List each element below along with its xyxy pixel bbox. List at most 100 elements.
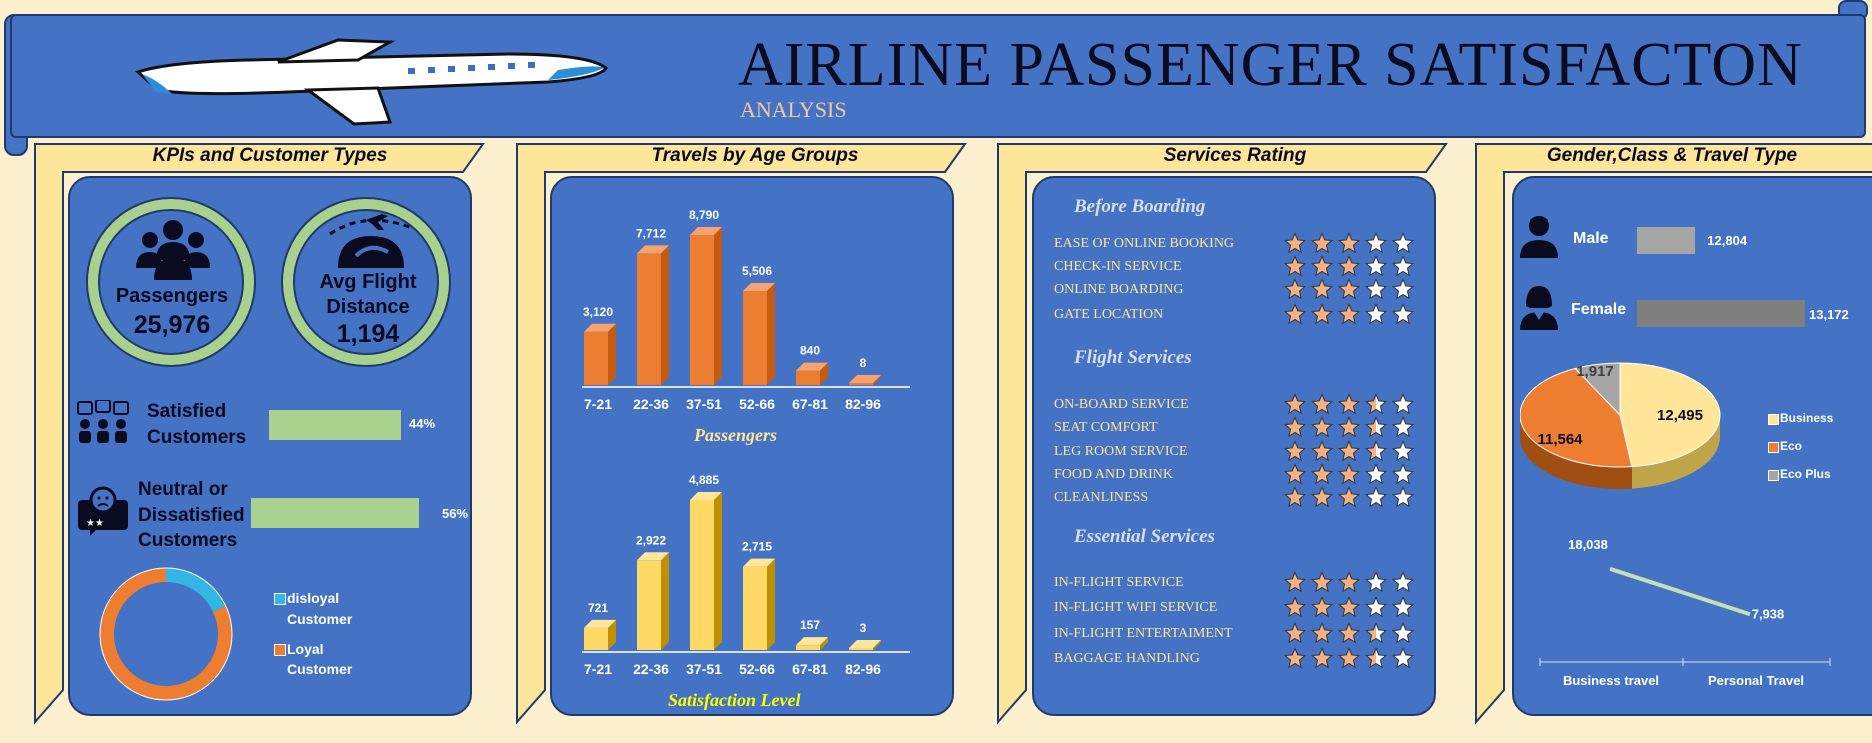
legend-disloyal-line1: disloyal xyxy=(287,590,340,606)
star-rating xyxy=(1284,440,1414,462)
star-rating xyxy=(1284,278,1414,300)
star-icon xyxy=(1392,416,1414,438)
bar-data-label: 721 xyxy=(588,601,608,615)
star-icon xyxy=(1365,278,1387,300)
star-icon xyxy=(1311,440,1333,462)
star-icon xyxy=(1365,232,1387,254)
star-icon xyxy=(1311,622,1333,644)
bar-side xyxy=(820,637,828,650)
tick-label: 82-96 xyxy=(845,661,881,677)
pie-slice-Eco xyxy=(1520,367,1633,468)
service-group-heading: Before Boarding xyxy=(1074,196,1206,217)
bar-side xyxy=(608,619,616,650)
star-icon xyxy=(1338,278,1360,300)
legend-loyal-swatch xyxy=(274,644,286,656)
line-tick-label: Business travel xyxy=(1563,673,1659,688)
customer-type-donut xyxy=(99,567,233,701)
female-icon xyxy=(1520,286,1558,330)
page-subtitle: ANALYSIS xyxy=(740,97,847,122)
bar-52-66 xyxy=(743,291,767,385)
tick-label: 52-66 xyxy=(739,661,775,677)
service-item-label: EASE OF ONLINE BOOKING xyxy=(1054,236,1235,251)
age-panel-title: Travels by Age Groups xyxy=(651,145,859,166)
bar-side xyxy=(767,558,775,650)
distance-label-line2: Distance xyxy=(326,296,410,318)
service-item-label: ONLINE BOARDING xyxy=(1054,282,1184,297)
donut-slice xyxy=(100,568,232,700)
bar-top xyxy=(743,558,775,567)
star-icon xyxy=(1392,463,1414,485)
star-icon xyxy=(1338,647,1360,669)
star-icon xyxy=(1392,571,1414,593)
star-rating xyxy=(1284,486,1414,508)
star-rating xyxy=(1284,416,1414,438)
pie-side-wall xyxy=(1631,415,1720,489)
male-bar xyxy=(1637,227,1696,254)
bar-side xyxy=(714,227,722,385)
line-data-label: 18,038 xyxy=(1568,540,1608,552)
tick-label: 82-96 xyxy=(845,396,881,412)
legend-ecoplus-swatch xyxy=(1768,470,1779,481)
satisfied-bar xyxy=(269,410,401,440)
panel-frame-1 xyxy=(516,143,967,725)
star-icon xyxy=(1284,416,1306,438)
legend-eco: Eco xyxy=(1780,439,1803,453)
star-rating xyxy=(1284,232,1414,254)
distance-kpi-ring xyxy=(281,197,451,367)
bar-37-51 xyxy=(690,500,714,650)
star-icon xyxy=(1392,303,1414,325)
star-icon xyxy=(1338,596,1360,618)
star-icon xyxy=(1284,647,1306,669)
service-item-label: IN-FLIGHT WIFI SERVICE xyxy=(1054,600,1218,615)
male-icon xyxy=(1520,216,1558,258)
star-rating xyxy=(1284,463,1414,485)
pie-data-label: 12,495 xyxy=(1657,407,1703,424)
bar-side xyxy=(820,362,828,385)
legend-loyal-line1: Loyal xyxy=(287,641,324,657)
page-title: AIRLINE PASSENGER SATISFACTON xyxy=(738,31,1803,99)
passengers-value: 25,976 xyxy=(133,311,211,339)
tick-label: 22-36 xyxy=(633,661,669,677)
star-icon xyxy=(1311,596,1333,618)
neutral-label-line3: Customers xyxy=(138,530,238,551)
bar-side xyxy=(608,323,616,385)
pie-slice-Eco Plus xyxy=(1574,362,1621,417)
bar-side xyxy=(661,552,669,650)
bar-top xyxy=(690,227,722,235)
pie-side-wall xyxy=(1520,415,1632,489)
legend-disloyal-line2: Customer xyxy=(287,611,353,627)
service-item-label: IN-FLIGHT SERVICE xyxy=(1054,575,1184,590)
bar-top xyxy=(849,640,881,648)
line-tick-label: Personal Travel xyxy=(1708,673,1804,688)
star-icon xyxy=(1311,486,1333,508)
service-item-label: FOOD AND DRINK xyxy=(1054,467,1174,482)
satisfied-pct: 44% xyxy=(409,416,436,431)
bar-side xyxy=(767,283,775,385)
satisfied-label-line1: Satisfied xyxy=(147,401,227,422)
bar-data-label: 4,885 xyxy=(689,473,719,487)
panel-frame-2 xyxy=(997,143,1448,725)
star-icon xyxy=(1338,440,1360,462)
bar-data-label: 3 xyxy=(860,621,867,635)
star-icon xyxy=(1311,232,1333,254)
star-rating xyxy=(1284,622,1414,644)
star-icon xyxy=(1311,278,1333,300)
star-icon xyxy=(1338,303,1360,325)
star-icon xyxy=(1392,647,1414,669)
star-icon xyxy=(1338,232,1360,254)
star-icon xyxy=(1392,393,1414,415)
bar-22-36 xyxy=(637,560,661,650)
service-item-label: GATE LOCATION xyxy=(1054,307,1164,322)
star-icon xyxy=(1392,255,1414,277)
female-label: Female xyxy=(1571,301,1627,318)
tick-label: 67-81 xyxy=(792,661,828,677)
tick-label: 67-81 xyxy=(792,396,828,412)
star-rating xyxy=(1284,393,1414,415)
passengers-label: Passengers xyxy=(115,285,229,307)
female-bar xyxy=(1637,300,1805,327)
star-icon xyxy=(1311,647,1333,669)
tick-label: 7-21 xyxy=(584,396,612,412)
services-panel-title: Services Rating xyxy=(1163,145,1307,166)
service-item-label: CHECK-IN SERVICE xyxy=(1054,259,1182,274)
star-rating xyxy=(1284,647,1414,669)
